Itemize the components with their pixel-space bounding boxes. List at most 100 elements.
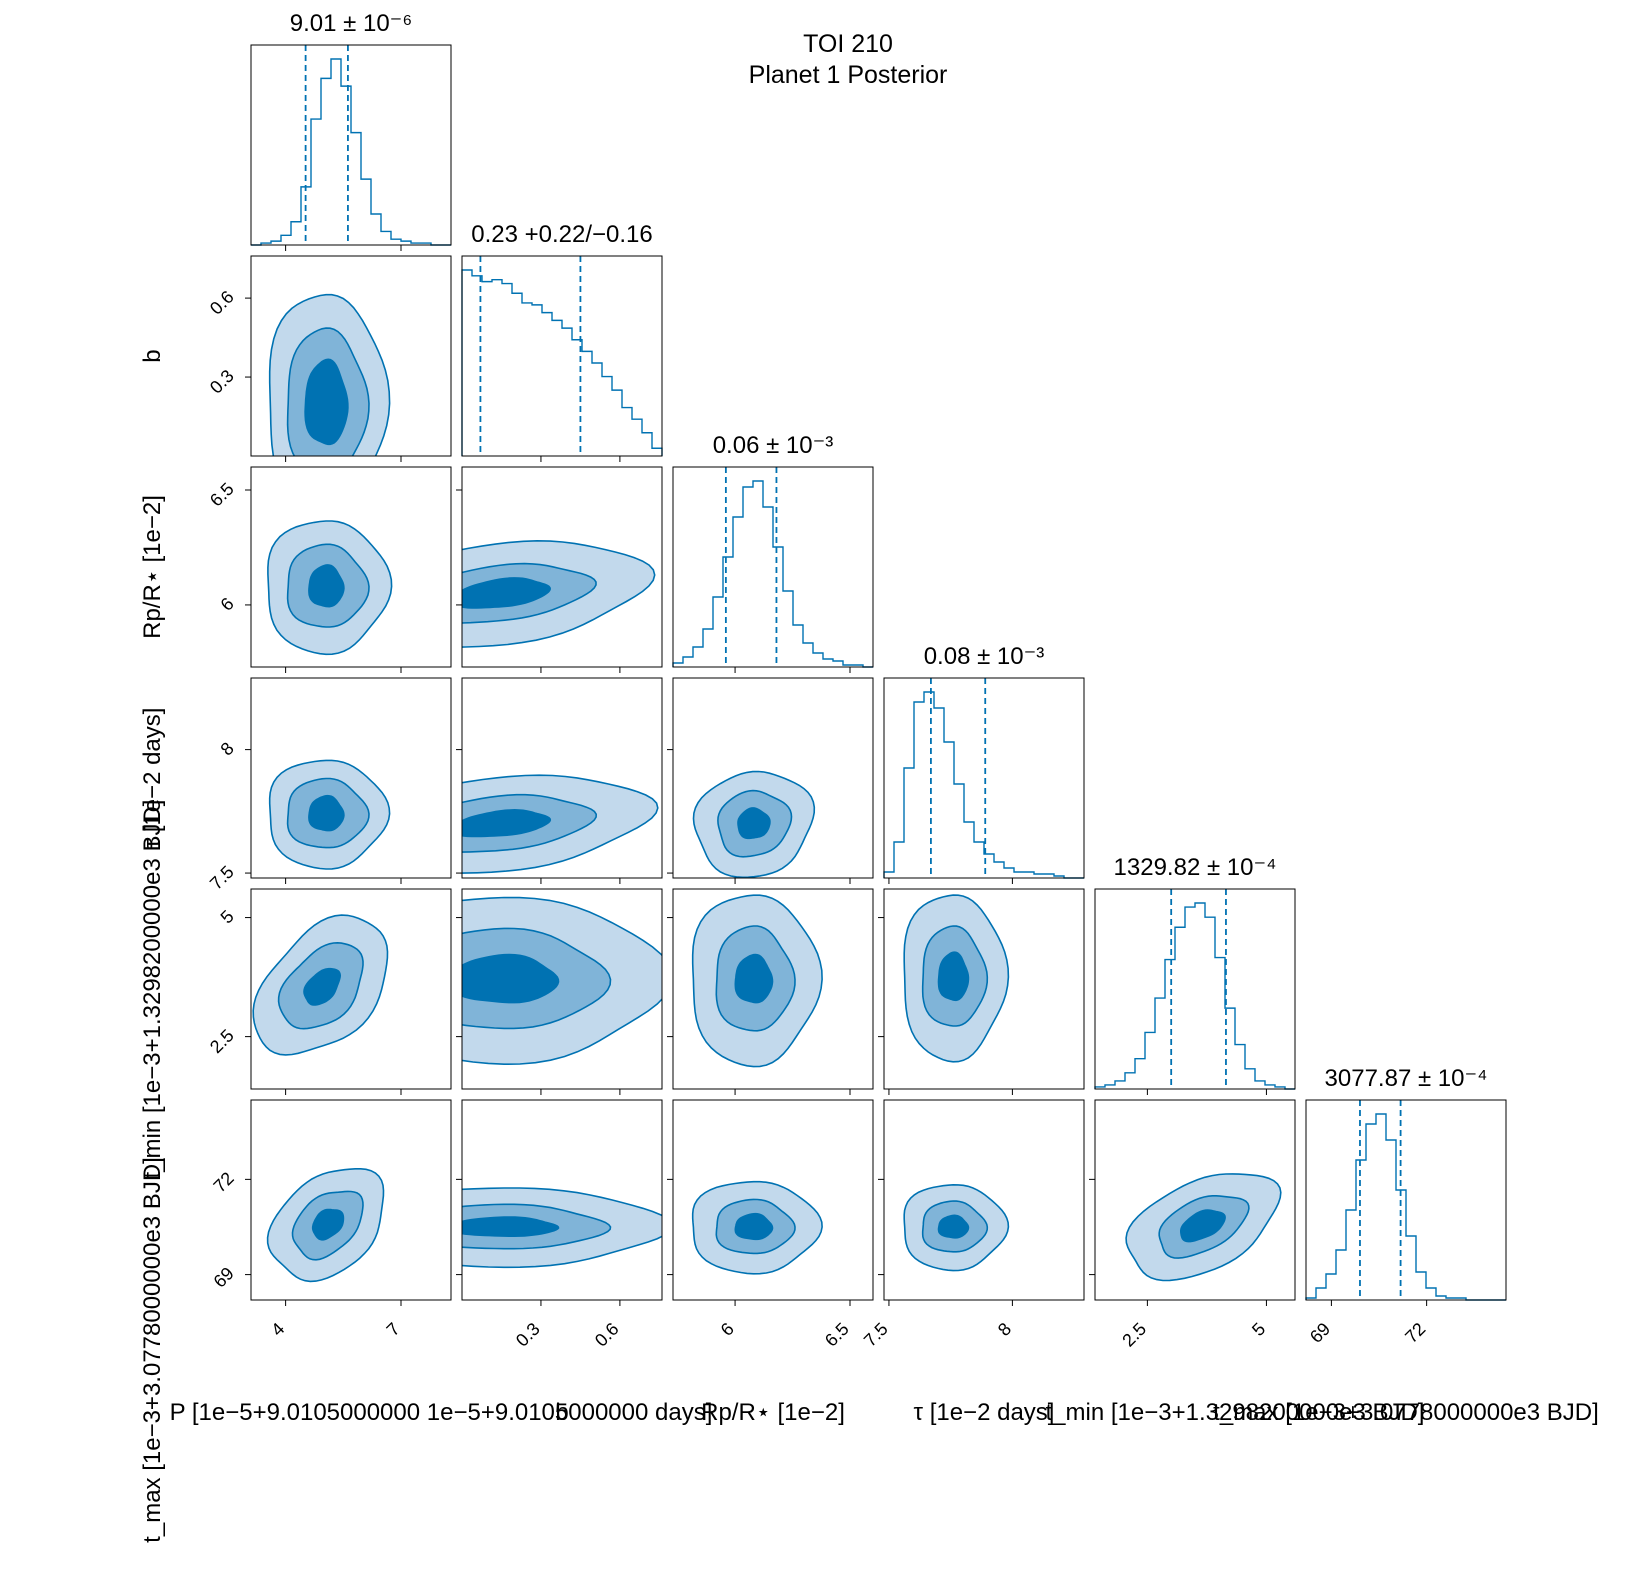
contour-panel-P-tmax: [250, 1099, 452, 1301]
x-tick-label-b: 0.6: [591, 1319, 623, 1351]
contour-level-3: [734, 1212, 774, 1241]
hist-panel-tmin: 1329.82 ± 10⁻⁴: [1094, 854, 1296, 1090]
ticks-4-2: [667, 917, 851, 1095]
contour-levels: [462, 539, 656, 648]
panel-frame-tau-tmax: [883, 1099, 1085, 1301]
contour-panel-P-b: [250, 255, 452, 457]
contour-level-3: [462, 808, 552, 838]
panel-frame-P-tmax: [250, 1099, 452, 1301]
diag-title-tmin: 1329.82 ± 10⁻⁴: [1114, 854, 1277, 881]
contour-levels: [692, 770, 816, 878]
histogram-rp: [672, 480, 873, 668]
axis-labels: 4 7 0.3 0.6 6 6.5 7.5 8 2.5 5 69 720.30.666.57.582.…: [139, 287, 1599, 1543]
hist-panel-rp: 0.06 ± 10⁻³: [672, 432, 874, 668]
hist-panel-tau: 0.08 ± 10⁻³: [883, 643, 1085, 879]
contour-levels: [268, 759, 391, 870]
y-tick-label-tmin: 2.5: [206, 1025, 238, 1057]
contour-panel-P-tau: [250, 677, 452, 879]
ticks-1-0: [245, 297, 402, 462]
panel-frame-b: [461, 255, 663, 457]
contour-panel-tmin-tmax: [1094, 1099, 1296, 1301]
ticks-4-4: [1146, 1089, 1267, 1095]
histogram-tmax: [1305, 1113, 1506, 1301]
contour-level-3: [308, 564, 345, 608]
y-tick-label-tau: 8: [217, 738, 238, 759]
ticks-4-0: [245, 917, 402, 1095]
x-tick-label-tmin: 5: [1248, 1319, 1269, 1340]
diag-title-P: 9.01 ± 10⁻⁶: [290, 10, 412, 37]
histogram-tmin: [1094, 902, 1295, 1090]
ticks-4-1: [456, 917, 621, 1095]
panel-frame-b-tau: [461, 677, 663, 879]
contour-panel-b-tmin: [461, 888, 663, 1090]
ticks-5-3: [878, 1178, 1013, 1306]
y-tick-label-b: 0.6: [206, 287, 238, 319]
contour-level-3: [462, 577, 552, 609]
contour-level-3: [462, 1216, 560, 1237]
panel-frame-rp-tau: [672, 677, 874, 879]
x-axis-label-tau: τ [1e−2 days]: [914, 1399, 1055, 1426]
panel-frame-b-tmax: [461, 1099, 663, 1301]
contour-panel-tau-tmax: [883, 1099, 1085, 1301]
y-tick-label-tmax: 72: [210, 1168, 238, 1196]
ticks-2-1: [456, 489, 621, 673]
hist-panel-tmax: 3077.87 ± 10⁻⁴: [1305, 1065, 1507, 1301]
x-axis-label-rp: Rp/R⋆ [1e−2]: [701, 1399, 845, 1426]
panel-frame-P-b: [250, 255, 452, 457]
panel-frame-tmin-tmax: [1094, 1099, 1296, 1301]
x-tick-label-tau: 8: [994, 1319, 1015, 1340]
panel-frame-P-rp: [250, 466, 452, 668]
contour-levels: [691, 894, 823, 1068]
contour-level-3: [308, 794, 345, 832]
contour-level-3: [737, 807, 771, 840]
panel-frame-rp-tmax: [672, 1099, 874, 1301]
histogram-tau: [883, 691, 1084, 879]
contour-panel-P-tmin: [250, 888, 452, 1090]
panel-frame-P: [250, 44, 452, 246]
diag-title-tau: 0.08 ± 10⁻³: [924, 643, 1045, 670]
contour-levels: [267, 520, 393, 656]
panel-frame-rp: [672, 466, 874, 668]
contour-level-3: [462, 953, 560, 1004]
panel-frame-P-tau: [250, 677, 452, 879]
diag-title-rp: 0.06 ± 10⁻³: [713, 432, 834, 459]
contour-level-3: [937, 951, 970, 1002]
y-axis-label-rp: Rp/R⋆ [1e−2]: [139, 495, 166, 639]
x-tick-label-tmax: 72: [1401, 1319, 1429, 1347]
contour-level-3: [937, 1214, 970, 1239]
contour-levels: [462, 774, 659, 874]
panel-frame-tau-tmin: [883, 888, 1085, 1090]
panel-frame-rp-tmin: [672, 888, 874, 1090]
x-tick-label-b: 0.3: [512, 1319, 544, 1351]
contour-levels: [462, 1187, 662, 1269]
x-tick-label-P: 7: [383, 1319, 404, 1340]
panel-frame-P-tmin: [250, 888, 452, 1090]
ticks-5-5: [1330, 1300, 1428, 1306]
x-tick-label-tmax: 69: [1306, 1319, 1334, 1347]
contour-panel-P-rp: [250, 466, 452, 668]
contour-levels: [268, 293, 391, 456]
y-axis-label-tmin: t_min [1e−3+1.3298200000e3 BJD]: [139, 800, 166, 1179]
contour-levels: [266, 1168, 385, 1283]
contour-panel-rp-tmin: [672, 888, 874, 1090]
x-tick-label-tau: 7.5: [860, 1319, 892, 1351]
ticks-0-0: [285, 245, 402, 251]
diag-title-b: 0.23 +0.22/−0.16: [471, 221, 653, 248]
ticks-3-1: [456, 749, 621, 884]
y-tick-label-tau: 7.5: [206, 862, 238, 894]
contour-level-3: [311, 1208, 345, 1241]
ticks-2-2: [734, 667, 851, 673]
y-axis-label-tau: τ [1e−2 days]: [139, 708, 166, 849]
ticks-5-2: [667, 1178, 851, 1306]
contour-level-3: [734, 953, 774, 1004]
y-tick-label-b: 0.3: [206, 366, 238, 398]
x-tick-label-tmin: 2.5: [1118, 1319, 1150, 1351]
contour-levels: [691, 1180, 823, 1275]
x-tick-label-rp: 6: [717, 1319, 738, 1340]
panel-frame-b-tmin: [461, 888, 663, 1090]
y-axis-label-tmax: t_max [1e−3+3.0778000000e3 BJD]: [139, 1157, 166, 1543]
contour-levels: [903, 894, 1010, 1063]
panel-frame-b-rp: [461, 466, 663, 668]
contour-levels: [462, 896, 662, 1066]
